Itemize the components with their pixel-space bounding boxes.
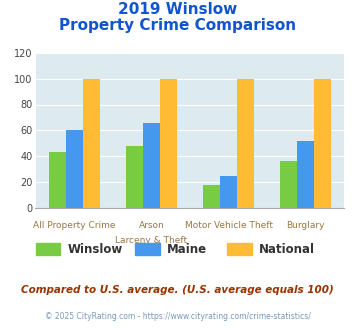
Text: Maine: Maine xyxy=(167,243,207,256)
Text: National: National xyxy=(259,243,315,256)
Bar xyxy=(83,79,100,208)
Text: Larceny & Theft: Larceny & Theft xyxy=(115,236,187,245)
Bar xyxy=(203,185,220,208)
Bar xyxy=(66,130,83,208)
Bar xyxy=(237,79,254,208)
Text: © 2025 CityRating.com - https://www.cityrating.com/crime-statistics/: © 2025 CityRating.com - https://www.city… xyxy=(45,312,310,321)
Text: Motor Vehicle Theft: Motor Vehicle Theft xyxy=(185,221,273,230)
Bar xyxy=(297,141,314,208)
Text: Winslow: Winslow xyxy=(67,243,123,256)
Text: All Property Crime: All Property Crime xyxy=(33,221,115,230)
Bar xyxy=(126,146,143,208)
Bar xyxy=(49,152,66,208)
Text: Compared to U.S. average. (U.S. average equals 100): Compared to U.S. average. (U.S. average … xyxy=(21,285,334,295)
Text: Burglary: Burglary xyxy=(286,221,325,230)
Text: Arson: Arson xyxy=(138,221,164,230)
Bar xyxy=(280,161,297,208)
Bar xyxy=(220,176,237,208)
Bar xyxy=(143,123,160,208)
Bar xyxy=(160,79,177,208)
Text: Property Crime Comparison: Property Crime Comparison xyxy=(59,18,296,33)
Bar xyxy=(314,79,331,208)
Text: 2019 Winslow: 2019 Winslow xyxy=(118,2,237,16)
